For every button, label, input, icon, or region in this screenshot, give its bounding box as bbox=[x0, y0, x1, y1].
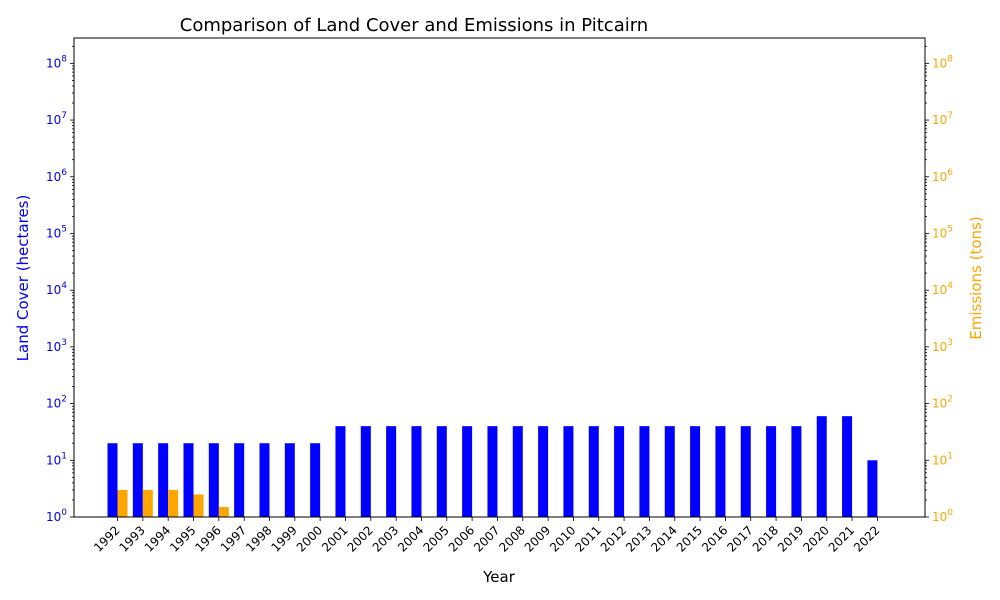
x-tick-label: 2001 bbox=[319, 523, 350, 554]
x-tick-label: 2021 bbox=[826, 523, 857, 554]
x-tick-label: 2013 bbox=[623, 523, 654, 554]
land-cover-bar-1999 bbox=[284, 443, 295, 517]
x-tick-label: 1999 bbox=[268, 523, 299, 554]
land-cover-bar-2020 bbox=[816, 416, 827, 517]
y-right-tick-label: 105 bbox=[932, 224, 953, 240]
x-tick-label: 2015 bbox=[674, 523, 705, 554]
y-left-tick-label: 105 bbox=[46, 224, 67, 240]
land-cover-bar-2007 bbox=[487, 426, 498, 517]
y-left-tick-label: 104 bbox=[46, 281, 67, 297]
land-cover-bar-2021 bbox=[842, 416, 853, 517]
land-cover-bar-2009 bbox=[538, 426, 549, 517]
land-cover-bar-1993 bbox=[132, 443, 143, 517]
land-cover-bar-2004 bbox=[411, 426, 422, 517]
x-tick-label: 2018 bbox=[750, 523, 781, 554]
x-tick-label: 1998 bbox=[243, 523, 274, 554]
x-tick-label: 2019 bbox=[775, 523, 806, 554]
y-left-tick-label: 108 bbox=[46, 54, 67, 70]
land-cover-bar-2014 bbox=[664, 426, 675, 517]
x-tick-label: 1996 bbox=[192, 523, 223, 554]
land-cover-bar-2013 bbox=[639, 426, 650, 517]
bars-group bbox=[107, 416, 878, 517]
y-axis-left-title: Land Cover (hectares) bbox=[14, 195, 32, 362]
y-right-tick-label: 107 bbox=[932, 111, 953, 127]
land-cover-bar-2015 bbox=[690, 426, 701, 517]
y-left-tick-label: 106 bbox=[46, 168, 67, 184]
land-cover-bar-1994 bbox=[158, 443, 169, 517]
land-cover-bar-2006 bbox=[462, 426, 473, 517]
land-cover-bar-2002 bbox=[360, 426, 371, 517]
x-tick-label: 2000 bbox=[294, 523, 325, 554]
x-tick-label: 2010 bbox=[547, 523, 578, 554]
x-tick-label: 2022 bbox=[851, 523, 882, 554]
x-tick-label: 1993 bbox=[116, 523, 147, 554]
x-tick-label: 2007 bbox=[471, 523, 502, 554]
x-tick-label: 2011 bbox=[572, 523, 603, 554]
y-right-tick-label: 101 bbox=[932, 451, 953, 467]
y-left-tick-label: 102 bbox=[46, 395, 67, 411]
x-tick-label: 2017 bbox=[724, 523, 755, 554]
x-tick-label: 2012 bbox=[598, 523, 629, 554]
emissions-bar-1995 bbox=[193, 494, 204, 517]
land-cover-bar-2008 bbox=[512, 426, 523, 517]
y-right-tick-label: 102 bbox=[932, 395, 953, 411]
land-cover-bar-2011 bbox=[588, 426, 599, 517]
land-cover-bar-1992 bbox=[107, 443, 118, 517]
x-tick-label: 1997 bbox=[218, 523, 249, 554]
land-cover-bar-1997 bbox=[234, 443, 245, 517]
y-left-tick-label: 103 bbox=[46, 338, 67, 354]
y-right-tick-label: 108 bbox=[932, 54, 953, 70]
y-left-tick-label: 101 bbox=[46, 451, 67, 467]
land-cover-bar-2019 bbox=[791, 426, 802, 517]
y-right-tick-label: 106 bbox=[932, 168, 953, 184]
y-axis-right-title: Emissions (tons) bbox=[967, 216, 985, 339]
land-cover-bar-2018 bbox=[766, 426, 777, 517]
x-axis-title: Year bbox=[482, 568, 516, 586]
y-left-tick-label: 100 bbox=[46, 508, 67, 524]
land-cover-bar-2003 bbox=[386, 426, 397, 517]
x-tick-label: 2006 bbox=[446, 523, 477, 554]
land-cover-bar-2010 bbox=[563, 426, 574, 517]
land-cover-bar-1996 bbox=[208, 443, 219, 517]
land-cover-bar-2016 bbox=[715, 426, 726, 517]
y-right-tick-label: 103 bbox=[932, 338, 953, 354]
plot-frame bbox=[73, 37, 926, 518]
x-tick-label: 1994 bbox=[142, 523, 173, 554]
x-tick-label: 2005 bbox=[420, 523, 451, 554]
x-tick-label: 2003 bbox=[370, 523, 401, 554]
y-left-tick-label: 107 bbox=[46, 111, 67, 127]
x-tick-label: 1992 bbox=[91, 523, 122, 554]
land-cover-bar-2000 bbox=[310, 443, 321, 517]
x-tick-label: 2002 bbox=[344, 523, 375, 554]
land-cover-bar-1995 bbox=[183, 443, 194, 517]
y-right-tick-label: 104 bbox=[932, 281, 953, 297]
x-tick-label: 2004 bbox=[395, 523, 426, 554]
land-cover-bar-2012 bbox=[614, 426, 625, 517]
land-cover-bar-2001 bbox=[335, 426, 346, 517]
land-cover-bar-2005 bbox=[436, 426, 447, 517]
land-cover-bar-2017 bbox=[740, 426, 751, 517]
x-tick-label: 2014 bbox=[648, 523, 679, 554]
x-tick-label: 2016 bbox=[699, 523, 730, 554]
x-tick-label: 2009 bbox=[522, 523, 553, 554]
emissions-bar-1994 bbox=[168, 489, 179, 517]
x-tick-label: 2020 bbox=[800, 523, 831, 554]
land-cover-bar-2022 bbox=[867, 460, 878, 517]
y-right-tick-label: 100 bbox=[932, 508, 953, 524]
emissions-bar-1996 bbox=[218, 507, 229, 517]
x-tick-label: 1995 bbox=[167, 523, 198, 554]
emissions-bar-1993 bbox=[142, 489, 153, 517]
chart-title: Comparison of Land Cover and Emissions i… bbox=[180, 15, 648, 36]
x-tick-label: 2008 bbox=[496, 523, 527, 554]
emissions-bar-1992 bbox=[117, 489, 128, 517]
land-cover-bar-1998 bbox=[259, 443, 270, 517]
